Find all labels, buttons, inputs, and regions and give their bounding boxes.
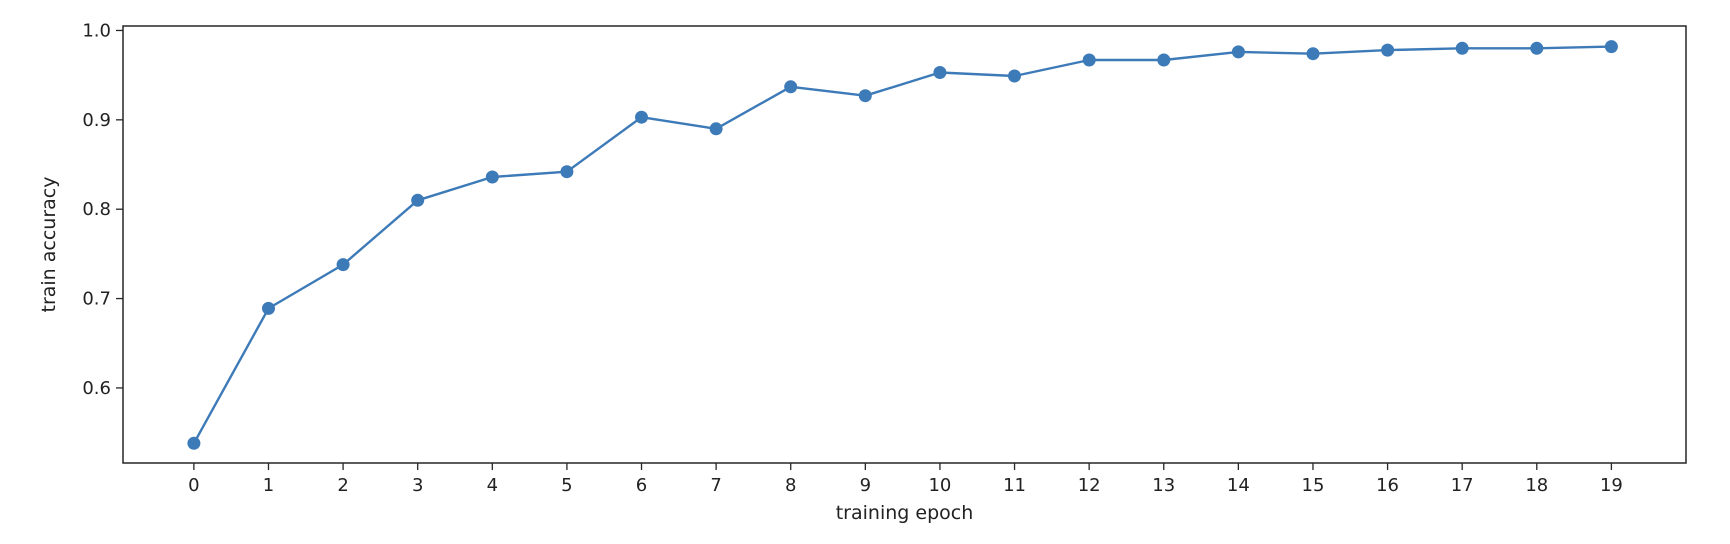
x-tick-label: 7	[710, 475, 721, 496]
x-tick-label: 16	[1376, 475, 1399, 496]
y-axis: 0.6 0.7 0.8 0.9 1.0	[82, 20, 123, 399]
y-tick-label: 1.0	[82, 20, 111, 41]
y-tick-label: 0.7	[82, 289, 111, 310]
data-point	[784, 80, 798, 94]
x-tick-label: 8	[785, 475, 796, 496]
x-tick-label: 18	[1525, 475, 1548, 496]
data-point	[411, 193, 425, 207]
data-point	[336, 258, 350, 272]
data-point	[858, 89, 872, 103]
y-axis-label: train accuracy	[38, 177, 60, 313]
y-tick-label: 0.6	[82, 378, 111, 399]
plot-frame	[122, 25, 1687, 464]
x-tick-label: 13	[1152, 475, 1175, 496]
y-tick-label: 0.8	[82, 199, 111, 220]
data-point	[1455, 41, 1469, 55]
x-tick-label: 10	[928, 475, 951, 496]
series-line	[192, 45, 1612, 444]
data-point	[560, 165, 574, 179]
data-point	[709, 122, 723, 136]
y-tick-label: 0.9	[82, 110, 111, 131]
x-tick-label: 2	[337, 475, 348, 496]
x-axis-label: training epoch	[836, 502, 974, 524]
data-point	[1306, 47, 1320, 61]
data-point	[1008, 69, 1021, 83]
data-point	[1604, 40, 1618, 54]
data-point	[635, 110, 648, 124]
x-tick-label: 5	[561, 475, 572, 496]
series-layer	[187, 40, 1618, 450]
data-point	[1381, 43, 1395, 57]
x-tick-label: 19	[1600, 475, 1623, 496]
data-point	[933, 66, 947, 79]
data-point	[262, 301, 275, 315]
plot-border	[122, 25, 1687, 464]
x-axis: 0 1 2 3 4 5 6 7 8 9 10 11 12 13 14 15 16 17 18 19	[188, 463, 1623, 496]
x-tick-label: 11	[1003, 475, 1026, 496]
data-point	[1157, 53, 1171, 67]
data-point	[1530, 41, 1544, 55]
x-tick-label: 17	[1451, 475, 1474, 496]
x-tick-label: 1	[263, 475, 274, 496]
data-point	[187, 436, 201, 450]
data-point	[1082, 53, 1096, 67]
x-tick-label: 6	[636, 475, 647, 496]
data-point	[485, 170, 499, 184]
x-tick-label: 9	[860, 475, 871, 496]
x-tick-label: 3	[412, 475, 423, 496]
x-tick-label: 15	[1302, 475, 1325, 496]
data-point	[1231, 45, 1245, 59]
x-tick-label: 0	[188, 475, 199, 496]
x-tick-label: 14	[1227, 475, 1250, 496]
x-tick-label: 12	[1078, 475, 1101, 496]
x-tick-label: 4	[487, 475, 498, 496]
